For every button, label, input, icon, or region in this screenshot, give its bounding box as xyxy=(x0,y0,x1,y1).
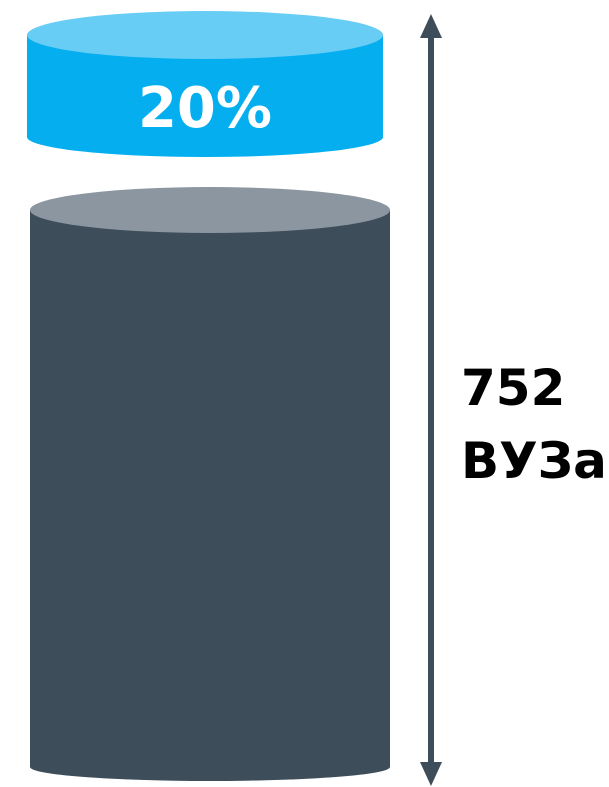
height-arrow xyxy=(420,14,442,786)
bottom-cylinder xyxy=(30,187,390,781)
top-cylinder: 20% xyxy=(27,11,383,157)
bottom-cylinder-body xyxy=(30,210,390,781)
top-cylinder-top xyxy=(27,11,383,59)
measure-label: 752 ВУЗа xyxy=(461,359,607,490)
measure-unit: ВУЗа xyxy=(461,432,607,490)
top-cylinder-label: 20% xyxy=(138,76,272,141)
bottom-cylinder-top xyxy=(30,187,390,233)
measure-value: 752 xyxy=(461,359,565,417)
top-cylinder-body xyxy=(27,35,383,157)
arrow-down-icon xyxy=(420,762,442,786)
arrow-up-icon xyxy=(420,14,442,38)
